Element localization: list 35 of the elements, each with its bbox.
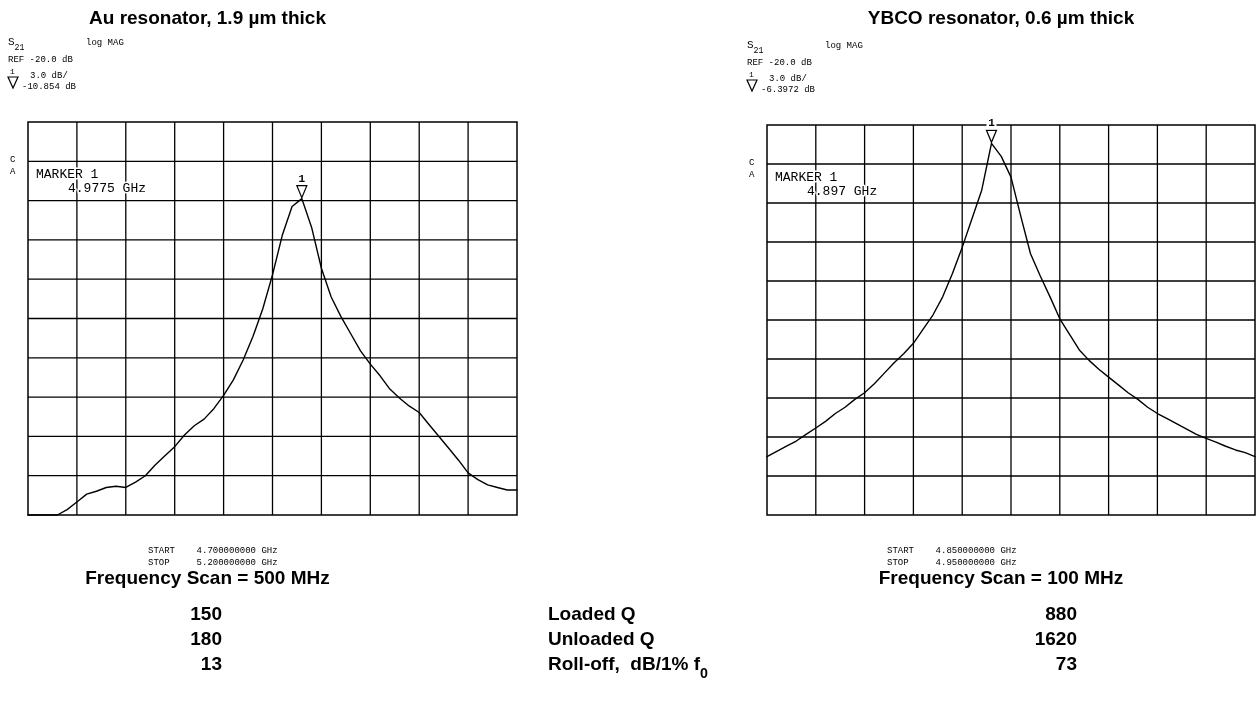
text: C <box>10 155 16 165</box>
text: 1620 <box>1034 628 1077 649</box>
text: START 4.850000000 GHz <box>887 546 1017 556</box>
text: STOP 4.950000000 GHz <box>887 558 1017 568</box>
chart-title: Au resonator, 1.9 µm thick <box>89 7 327 28</box>
x-axis-title: Frequency Scan = 500 MHz <box>85 567 330 588</box>
text: S$_{21}$ <box>8 36 25 52</box>
text: A <box>749 170 755 180</box>
text: Loaded Q <box>548 603 636 624</box>
text: REF -20.0 dB <box>747 58 813 68</box>
text: 1 <box>298 172 306 185</box>
text: Roll-off, dB/1% f$_{0}$ <box>548 653 708 681</box>
text: S$_{21}$ <box>747 39 764 55</box>
text: log MAG <box>86 38 124 48</box>
text: 1 <box>988 117 996 130</box>
text: Unloaded Q <box>548 628 655 649</box>
text: 3.0 dB/ <box>769 74 807 84</box>
text: C <box>749 158 755 168</box>
text: 3.0 dB/ <box>30 71 68 81</box>
text: 880 <box>1045 603 1077 624</box>
x-axis-title: Frequency Scan = 100 MHz <box>878 567 1124 588</box>
text: -6.3972 dB <box>761 85 816 95</box>
text: 180 <box>190 628 222 649</box>
text: 1 <box>749 70 754 79</box>
text: 13 <box>200 653 222 674</box>
text: log MAG <box>825 41 863 51</box>
text: REF -20.0 dB <box>8 55 74 65</box>
text: 73 <box>1055 653 1077 674</box>
chart-title: YBCO resonator, 0.6 µm thick <box>867 7 1135 28</box>
text: 150 <box>190 603 222 624</box>
text: 1 <box>10 67 15 76</box>
text: A <box>10 167 16 177</box>
text: START 4.700000000 GHz <box>148 546 278 556</box>
text: -10.854 dB <box>22 82 77 92</box>
text: STOP 5.200000000 GHz <box>148 558 278 568</box>
